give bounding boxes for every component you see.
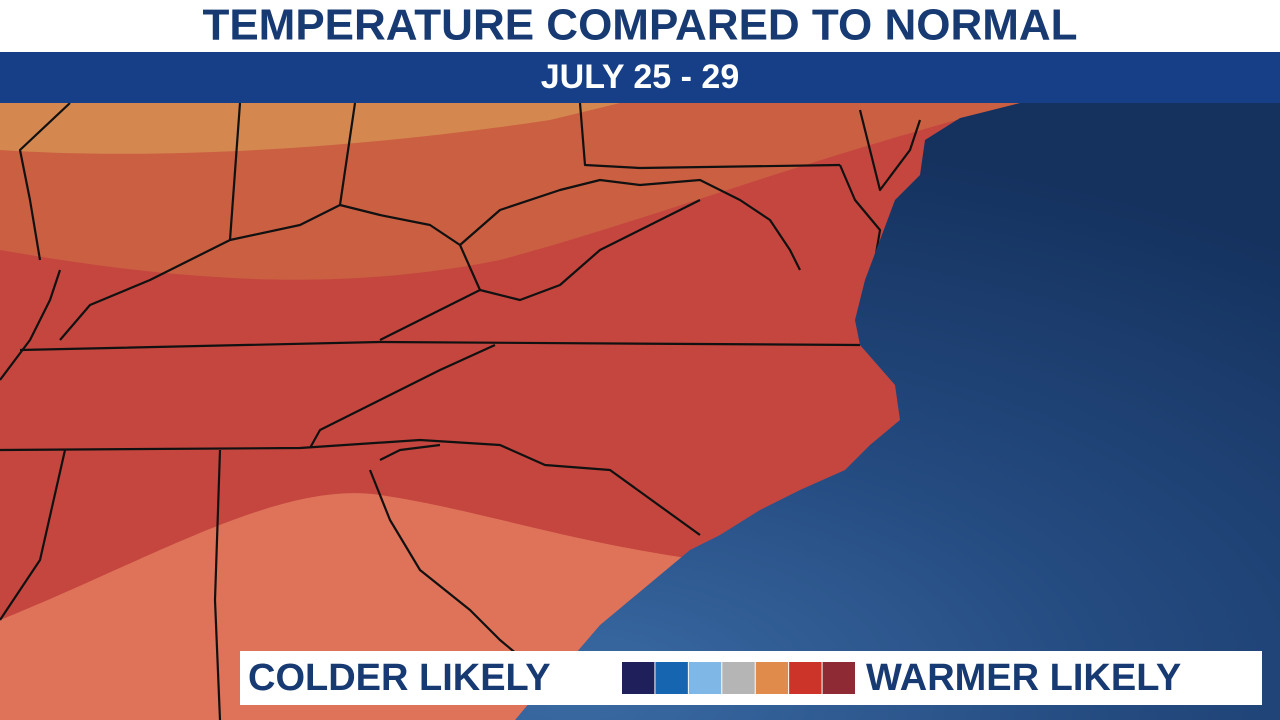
legend-swatch [789, 662, 822, 694]
legend-swatch [655, 662, 688, 694]
legend-swatch [622, 662, 655, 694]
legend-swatch [722, 662, 755, 694]
title-bar [0, 0, 1280, 52]
subtitle-bar [0, 52, 1280, 103]
legend-swatch [755, 662, 789, 694]
subtitle: JULY 25 - 29 [541, 58, 739, 96]
legend-swatch [822, 662, 855, 694]
legend-right-label: WARMER LIKELY [866, 657, 1181, 699]
legend-swatch [688, 662, 722, 694]
title: TEMPERATURE COMPARED TO NORMAL [202, 1, 1077, 50]
legend-swatches [622, 662, 855, 694]
band-top [0, 103, 620, 154]
legend-left-label: COLDER LIKELY [248, 657, 551, 699]
